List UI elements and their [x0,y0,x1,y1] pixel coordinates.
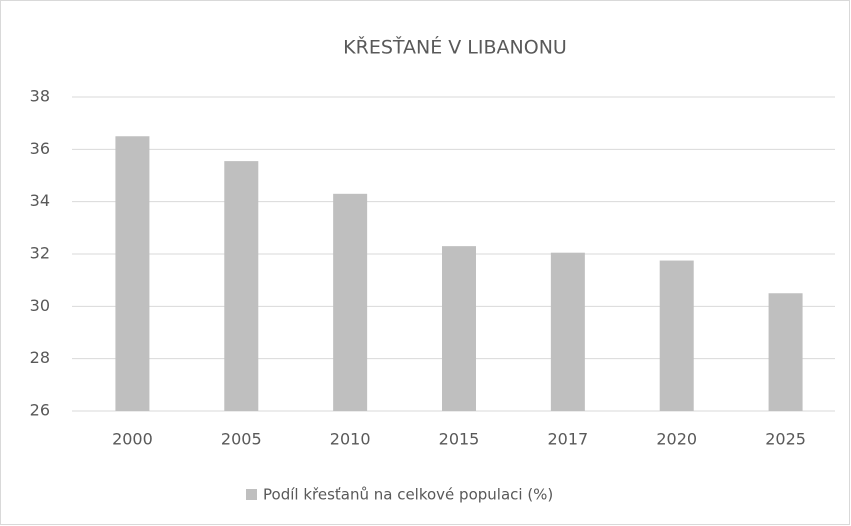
bar [224,161,259,411]
x-tick-label: 2017 [547,430,588,449]
bar [115,136,150,411]
legend-swatch [246,489,257,500]
bar [768,293,803,411]
y-tick-label: 26 [30,401,50,420]
y-tick-label: 28 [30,348,50,367]
x-tick-label: 2010 [330,430,371,449]
bar [659,260,694,411]
x-tick-label: 2025 [765,430,806,449]
bar [550,252,585,411]
bar [442,246,476,411]
x-tick-label: 2005 [221,430,262,449]
x-tick-label: 2015 [439,430,480,449]
y-tick-label: 30 [30,296,50,315]
legend-label: Podíl křesťanů na celkové populaci (%) [263,486,553,504]
y-tick-label: 32 [30,244,50,263]
bar [333,193,368,411]
y-tick-label: 34 [30,191,50,210]
y-tick-label: 38 [30,87,50,106]
x-tick-label: 2020 [656,430,697,449]
chart-title: KŘESŤANÉ V LIBANONU [343,36,567,59]
y-tick-label: 36 [30,139,50,158]
x-tick-label: 2000 [112,430,153,449]
